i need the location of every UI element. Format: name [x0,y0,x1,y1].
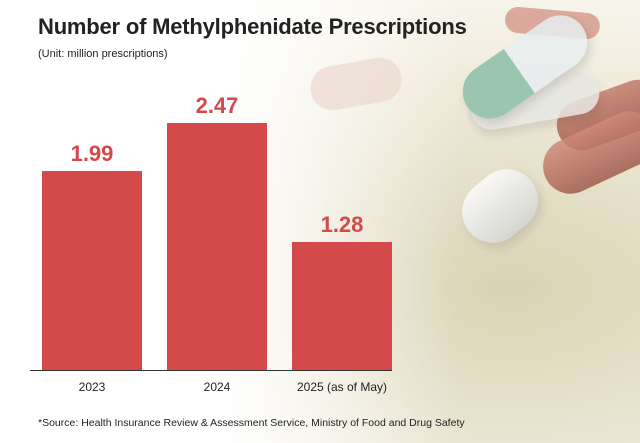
x-tick-label-0: 2023 [79,380,106,394]
data-label-1: 2.47 [196,93,239,118]
bars-group: 1.99 2023 2.47 2024 1.28 2025 (as of May) [42,93,392,394]
data-label-0: 1.99 [71,141,114,166]
bar-0 [42,171,142,370]
bar-2 [292,242,392,370]
unit-note: (Unit: million prescriptions) [38,48,168,60]
data-label-2: 1.28 [321,212,364,237]
chart-title: Number of Methylphenidate Prescriptions [38,14,467,39]
source-note: *Source: Health Insurance Review & Asses… [38,417,465,429]
bar-1 [167,123,267,370]
x-tick-label-1: 2024 [204,380,231,394]
x-tick-label-2: 2025 (as of May) [297,380,387,394]
